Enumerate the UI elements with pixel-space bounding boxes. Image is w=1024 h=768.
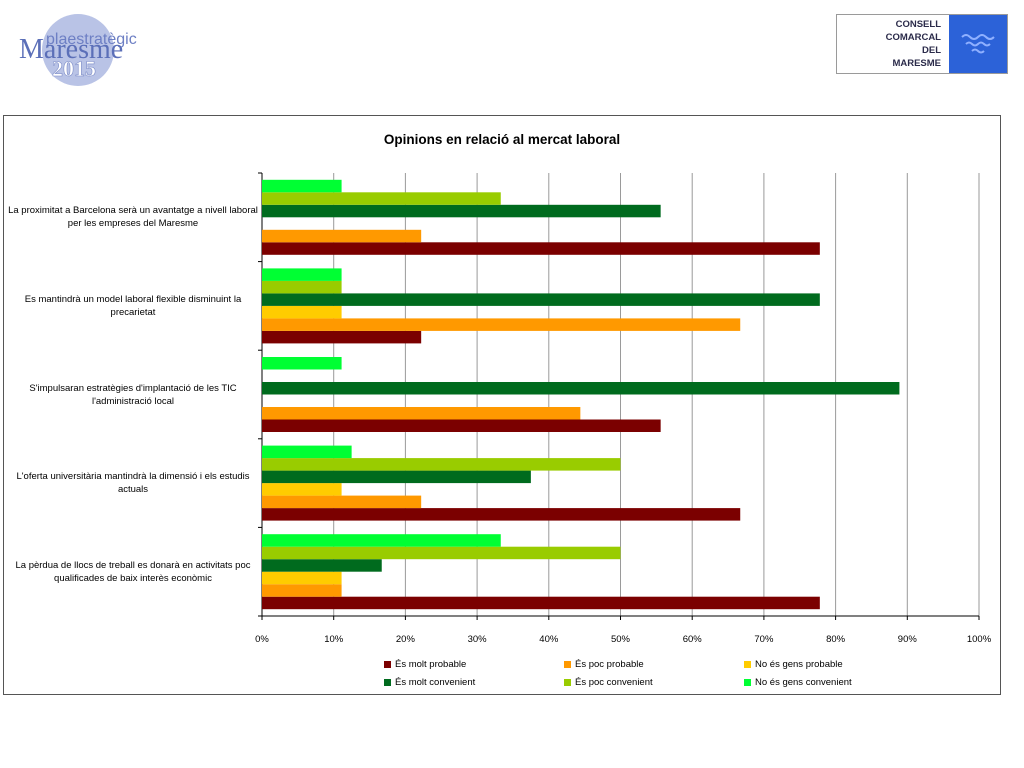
- category-label: S'impulsaran estratègies d'implantació d…: [29, 382, 237, 407]
- bar: [262, 584, 342, 597]
- bar: [262, 305, 342, 319]
- bar: [262, 330, 422, 344]
- bar: [262, 382, 900, 395]
- bar-chart: 0% 10% 20% 30% 40% 50% 60% 70% 80% 90% 100%: [255, 172, 992, 645]
- legend-swatch: [564, 679, 571, 686]
- category-label: La proximitat a Barcelona serà un avanta…: [8, 205, 258, 230]
- legend-label: És poc convenient: [575, 677, 653, 688]
- legend-item: És poc probable: [564, 659, 644, 670]
- bar: [262, 534, 501, 547]
- legend-label: És molt probable: [395, 659, 467, 670]
- bar: [262, 559, 382, 572]
- bar: [262, 407, 581, 420]
- bar: [262, 495, 422, 509]
- category-label: Es mantindrà un model laboral flexible d…: [24, 293, 242, 318]
- bar: [262, 546, 621, 560]
- x-tick-label: 70%: [754, 634, 774, 645]
- consell-comarcal-logo: CONSELL COMARCAL DEL MARESME: [836, 14, 1008, 74]
- consell-comarcal-name: CONSELL COMARCAL DEL MARESME: [885, 19, 941, 69]
- bar: [262, 280, 342, 294]
- bar: [262, 179, 342, 193]
- legend-label: No és gens probable: [755, 659, 843, 670]
- x-tick-label: 60%: [683, 634, 703, 645]
- bar: [262, 470, 531, 484]
- svg-text:2015: 2015: [52, 56, 96, 81]
- svg-text:plaestratègic: plaestratègic: [46, 31, 137, 48]
- x-tick-label: 100%: [967, 634, 992, 645]
- x-tick-label: 40%: [539, 634, 559, 645]
- bar: [262, 445, 352, 459]
- bar: [262, 229, 422, 243]
- x-tick-label: 20%: [396, 634, 416, 645]
- x-tick-label: 10%: [324, 634, 344, 645]
- legend-swatch: [384, 661, 391, 668]
- legend-swatch: [564, 661, 571, 668]
- bar: [262, 596, 820, 610]
- category-label: L'oferta universitària mantindrà la dime…: [16, 471, 250, 496]
- legend-item: No és gens convenient: [744, 677, 852, 688]
- bar: [262, 293, 820, 306]
- legend-item: És molt probable: [384, 659, 466, 670]
- bar: [262, 242, 820, 255]
- legend-item: És poc convenient: [564, 677, 653, 688]
- plaestrategic-maresme-logo: plaestratègic Maresme 2015: [16, 12, 146, 92]
- x-tick-label: 50%: [611, 634, 631, 645]
- legend-swatch: [744, 661, 751, 668]
- bar: [262, 483, 342, 496]
- legend-swatch: [384, 679, 391, 686]
- legend-label: És molt convenient: [395, 677, 476, 688]
- bar: [262, 357, 342, 370]
- bar: [262, 192, 501, 205]
- x-tick-label: 90%: [898, 634, 918, 645]
- bar: [262, 318, 741, 331]
- x-tick-label: 30%: [468, 634, 488, 645]
- bar: [262, 458, 621, 471]
- x-tick-label: 80%: [826, 634, 846, 645]
- bar: [262, 571, 342, 585]
- legend-item: És molt convenient: [384, 677, 475, 688]
- svg-text:Maresme: Maresme: [19, 34, 123, 65]
- legend-label: És poc probable: [575, 659, 644, 670]
- bar: [262, 508, 741, 521]
- category-label: La pèrdua de llocs de treball es donarà …: [15, 559, 251, 584]
- bar: [262, 268, 342, 281]
- waves-emblem-icon: [949, 15, 1007, 73]
- x-tick-label: 0%: [255, 634, 269, 645]
- legend-item: No és gens probable: [744, 659, 843, 670]
- legend-swatch: [744, 679, 751, 686]
- bar: [262, 204, 661, 218]
- legend-label: No és gens convenient: [755, 677, 852, 688]
- chart-frame: Opinions en relació al mercat laboral 0%…: [3, 115, 1001, 695]
- bar: [262, 419, 661, 432]
- chart-title: Opinions en relació al mercat laboral: [383, 132, 621, 147]
